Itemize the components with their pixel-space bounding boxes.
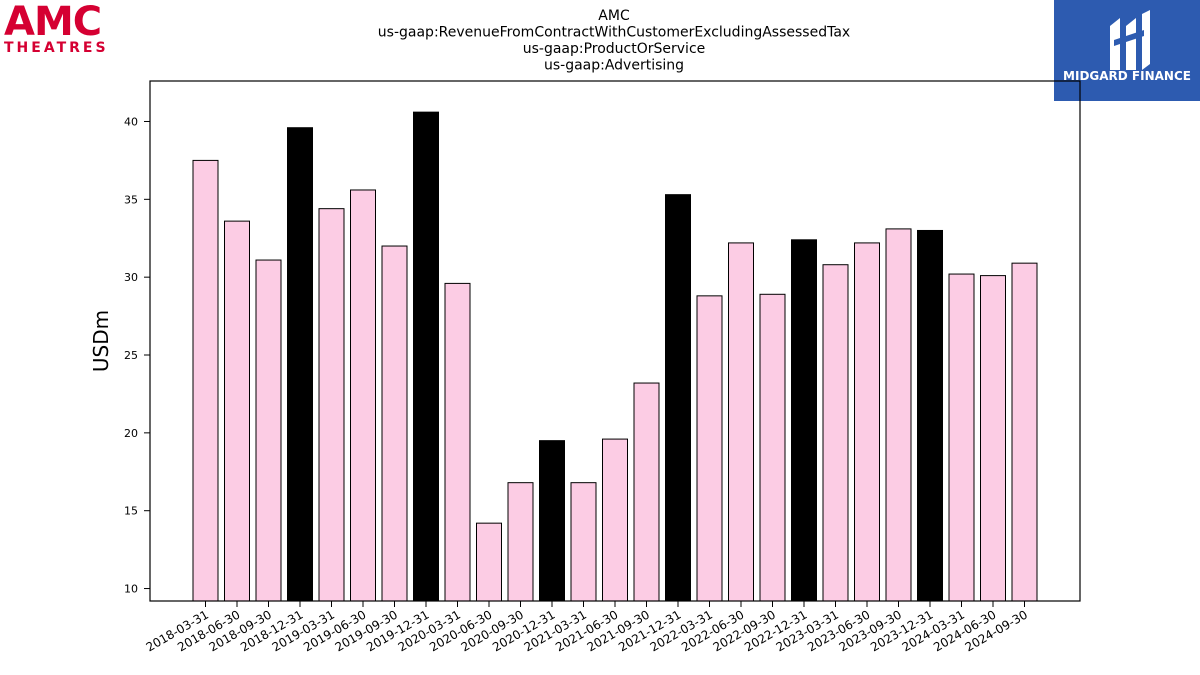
bar-2019-09-30 bbox=[381, 245, 408, 602]
amc-logo-subtext: THEATRES bbox=[4, 40, 109, 56]
bar-2022-12-31 bbox=[791, 239, 817, 602]
midgard-finance-wordmark: MIDGARD FINANCE bbox=[1063, 69, 1191, 83]
bar-2018-03-31 bbox=[192, 159, 219, 602]
bar-2023-09-30 bbox=[885, 228, 912, 602]
midgard-finance-logo: MIDGARD FINANCE bbox=[1054, 0, 1200, 101]
y-axis: 10 15 20 25 30 35 40 bbox=[124, 115, 150, 596]
bar-series bbox=[192, 111, 1038, 602]
bar-2022-09-30 bbox=[759, 293, 786, 602]
bar-2020-09-30 bbox=[507, 482, 534, 602]
bar-2021-12-31 bbox=[665, 194, 691, 602]
y-tick-label: 30 bbox=[124, 271, 138, 284]
chart-title-line: us-gaap:ProductOrService bbox=[523, 41, 706, 57]
bar-2020-03-31 bbox=[444, 282, 471, 602]
y-tick-label: 25 bbox=[124, 349, 138, 362]
bar-2023-03-31 bbox=[822, 264, 849, 602]
bar-2021-03-31 bbox=[570, 482, 597, 602]
bar-2020-12-31 bbox=[539, 440, 565, 602]
bar-2021-09-30 bbox=[633, 382, 660, 602]
bar-2019-03-31 bbox=[318, 208, 345, 602]
bar-2023-06-30 bbox=[854, 242, 880, 602]
y-tick-label: 35 bbox=[124, 193, 138, 206]
chart-title-line: us-gaap:RevenueFromContractWithCustomerE… bbox=[378, 25, 850, 41]
bar-2024-09-30 bbox=[1011, 262, 1038, 602]
amc-logo-wordmark: AMC bbox=[4, 0, 102, 45]
chart-title-line: us-gaap:Advertising bbox=[544, 58, 684, 74]
bar-2018-12-31 bbox=[287, 127, 313, 602]
y-tick-label: 10 bbox=[124, 583, 138, 596]
amc-theatres-logo: AMC THEATRES bbox=[4, 0, 134, 56]
midgard-emblem-icon bbox=[1110, 10, 1150, 70]
bar-2021-06-30 bbox=[602, 438, 628, 602]
bar-2024-06-30 bbox=[980, 275, 1006, 602]
bar-2022-03-31 bbox=[696, 295, 723, 602]
chart-title-line: AMC bbox=[598, 8, 630, 24]
bar-2019-12-31 bbox=[413, 111, 439, 602]
bar-2019-06-30 bbox=[350, 189, 376, 602]
y-axis-label: USDm bbox=[89, 310, 113, 372]
bar-2024-03-31 bbox=[948, 273, 975, 602]
y-tick-label: 40 bbox=[124, 115, 138, 128]
bar-2023-12-31 bbox=[917, 229, 943, 602]
bar-2018-09-30 bbox=[255, 259, 282, 602]
y-tick-label: 15 bbox=[124, 505, 138, 518]
chart-title-block: AMCus-gaap:RevenueFromContractWithCustom… bbox=[378, 8, 850, 74]
y-tick-label: 20 bbox=[124, 427, 138, 440]
bar-2018-06-30 bbox=[224, 220, 250, 602]
bar-2020-06-30 bbox=[476, 522, 502, 602]
bar-2022-06-30 bbox=[728, 242, 754, 602]
x-axis: 2018-03-312018-06-302018-09-302018-12-31… bbox=[144, 601, 1030, 654]
